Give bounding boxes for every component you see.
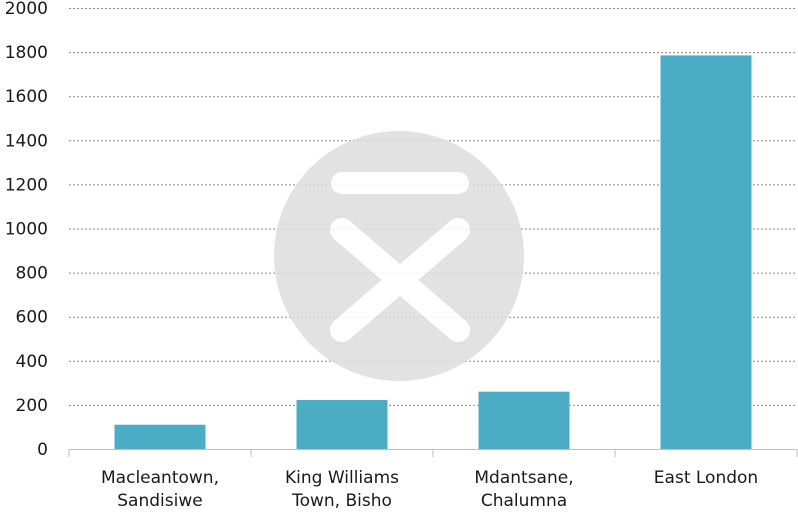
bar [296,400,388,449]
watermark-logo [274,131,524,381]
x-category-label: King Williams Town, Bisho [285,468,399,511]
y-axis-tick-labels: 0 200 400 600 800 1000 1200 1400 1600 1800 2000 [5,0,48,460]
bar [114,424,206,449]
y-tick-label: 1600 [5,87,48,107]
y-tick-label: 1200 [5,175,48,195]
y-tick-label: 200 [16,396,48,416]
x-category-label: East London [654,468,758,488]
x-axis-category-labels: Macleantown, Sandisiwe King Williams Town, … [101,468,758,511]
y-tick-label: 1800 [5,43,48,63]
y-tick-label: 800 [16,264,48,284]
y-tick-label: 600 [16,308,48,328]
bar [660,55,752,449]
bars [114,55,752,449]
y-tick-label: 1000 [5,220,48,240]
y-tick-label: 0 [37,440,48,460]
x-category-label: Macleantown, Sandisiwe [101,468,219,511]
x-axis [68,449,798,457]
y-tick-label: 2000 [5,0,48,19]
y-tick-label: 400 [16,352,48,372]
x-category-label: Mdantsane, Chalumna [474,468,573,511]
y-tick-label: 1400 [5,131,48,151]
bar [478,391,570,449]
